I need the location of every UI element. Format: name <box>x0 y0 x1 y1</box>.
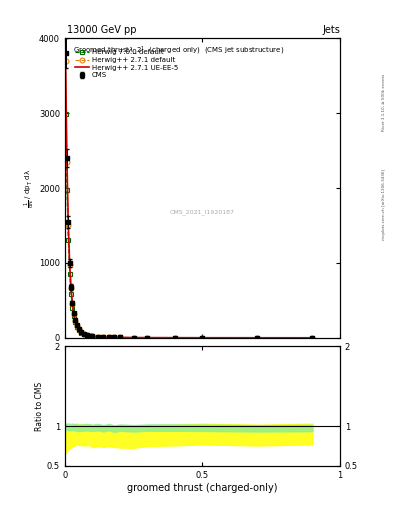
Herwig++ 2.7.1 default <box>310 335 315 341</box>
Herwig++ 2.7.1 default <box>66 222 71 228</box>
Herwig 7.0.0 default <box>173 335 177 341</box>
Herwig++ 2.7.1 UE-EE-5 <box>76 326 81 332</box>
Herwig++ 2.7.1 UE-EE-5 <box>173 335 177 341</box>
Herwig++ 2.7.1 default <box>82 331 86 337</box>
Herwig 7.0.0 default <box>87 333 92 339</box>
Herwig++ 2.7.1 default <box>63 58 68 64</box>
Herwig++ 2.7.1 default <box>79 329 84 335</box>
Herwig 7.0.0 default <box>76 327 81 333</box>
Herwig++ 2.7.1 UE-EE-5 <box>112 334 117 340</box>
Herwig++ 2.7.1 UE-EE-5 <box>82 331 86 337</box>
Herwig 7.0.0 default <box>107 334 111 340</box>
Herwig++ 2.7.1 UE-EE-5 <box>118 334 122 340</box>
Herwig++ 2.7.1 default <box>70 301 75 307</box>
Herwig 7.0.0 default <box>84 332 89 338</box>
Herwig++ 2.7.1 UE-EE-5 <box>87 333 92 339</box>
Herwig 7.0.0 default <box>90 333 95 339</box>
Herwig++ 2.7.1 UE-EE-5 <box>200 335 205 341</box>
Herwig++ 2.7.1 default <box>255 335 260 341</box>
Herwig++ 2.7.1 default <box>112 334 117 340</box>
Herwig 7.0.0 default <box>95 334 100 340</box>
Herwig 7.0.0 default <box>72 313 76 319</box>
Herwig 7.0.0 default <box>73 319 77 325</box>
Herwig++ 2.7.1 UE-EE-5 <box>107 334 111 340</box>
Text: Rivet 3.1.10, ≥ 500k events: Rivet 3.1.10, ≥ 500k events <box>382 74 386 131</box>
Herwig++ 2.7.1 default <box>76 326 81 332</box>
Herwig++ 2.7.1 default <box>118 334 122 340</box>
Legend: Herwig 7.0.0 default, Herwig++ 2.7.1 default, Herwig++ 2.7.1 UE-EE-5, CMS: Herwig 7.0.0 default, Herwig++ 2.7.1 def… <box>74 48 180 80</box>
Herwig 7.0.0 default <box>101 334 106 340</box>
Herwig++ 2.7.1 default <box>64 159 69 165</box>
Herwig++ 2.7.1 UE-EE-5 <box>131 334 136 340</box>
Herwig++ 2.7.1 default <box>84 332 89 338</box>
Herwig++ 2.7.1 UE-EE-5 <box>73 317 77 324</box>
Herwig++ 2.7.1 default <box>95 334 100 340</box>
Herwig++ 2.7.1 default <box>131 334 136 340</box>
Herwig++ 2.7.1 UE-EE-5 <box>84 332 89 338</box>
Text: mcplots.cern.ch [arXiv:1306.3436]: mcplots.cern.ch [arXiv:1306.3436] <box>382 169 386 240</box>
Herwig++ 2.7.1 UE-EE-5 <box>70 301 75 307</box>
Herwig 7.0.0 default <box>112 334 117 340</box>
Herwig++ 2.7.1 UE-EE-5 <box>255 335 260 341</box>
Herwig++ 2.7.1 default <box>87 333 92 339</box>
Herwig++ 2.7.1 UE-EE-5 <box>63 53 68 59</box>
Herwig++ 2.7.1 default <box>74 323 79 329</box>
Text: CMS_2021_I1920187: CMS_2021_I1920187 <box>170 209 235 215</box>
Herwig++ 2.7.1 UE-EE-5 <box>67 261 72 267</box>
Y-axis label: $\mathregular{\frac{1}{\mathrm{d}N}}$ / $\mathregular{\mathrm{d}p_T}$ $\mathregu: $\mathregular{\frac{1}{\mathrm{d}N}}$ / … <box>23 168 37 208</box>
Herwig 7.0.0 default <box>255 335 260 341</box>
Herwig++ 2.7.1 default <box>73 317 77 324</box>
Herwig++ 2.7.1 default <box>145 334 150 340</box>
Herwig 7.0.0 default <box>200 335 205 341</box>
Herwig++ 2.7.1 UE-EE-5 <box>64 157 69 163</box>
Text: 13000 GeV pp: 13000 GeV pp <box>67 25 136 35</box>
Line: Herwig 7.0.0 default: Herwig 7.0.0 default <box>63 112 315 340</box>
Line: Herwig++ 2.7.1 UE-EE-5: Herwig++ 2.7.1 UE-EE-5 <box>66 56 312 338</box>
Herwig++ 2.7.1 UE-EE-5 <box>101 334 106 340</box>
Herwig++ 2.7.1 default <box>67 262 72 268</box>
Herwig++ 2.7.1 default <box>101 334 106 340</box>
Herwig 7.0.0 default <box>67 271 72 277</box>
Herwig++ 2.7.1 UE-EE-5 <box>95 334 100 340</box>
Herwig 7.0.0 default <box>131 334 136 340</box>
Herwig 7.0.0 default <box>82 331 86 337</box>
Herwig++ 2.7.1 default <box>69 285 73 291</box>
Herwig 7.0.0 default <box>69 291 73 297</box>
Text: Groomed thrust$\lambda$_2$^1$  (charged only)  (CMS jet substructure): Groomed thrust$\lambda$_2$^1$ (charged o… <box>73 45 285 57</box>
Herwig++ 2.7.1 default <box>200 335 205 341</box>
Herwig++ 2.7.1 default <box>90 333 95 339</box>
Herwig 7.0.0 default <box>63 111 68 117</box>
Herwig++ 2.7.1 UE-EE-5 <box>79 329 84 335</box>
Herwig 7.0.0 default <box>79 330 84 336</box>
Herwig++ 2.7.1 UE-EE-5 <box>69 285 73 291</box>
Herwig++ 2.7.1 UE-EE-5 <box>310 335 315 341</box>
Herwig 7.0.0 default <box>66 238 71 244</box>
Herwig++ 2.7.1 UE-EE-5 <box>72 310 76 316</box>
Herwig++ 2.7.1 default <box>72 311 76 317</box>
Line: Herwig++ 2.7.1 default: Herwig++ 2.7.1 default <box>63 58 315 340</box>
Herwig++ 2.7.1 default <box>107 334 111 340</box>
Herwig 7.0.0 default <box>74 324 79 330</box>
Herwig 7.0.0 default <box>145 334 150 340</box>
Herwig++ 2.7.1 default <box>173 335 177 341</box>
Herwig++ 2.7.1 UE-EE-5 <box>90 333 95 339</box>
Herwig 7.0.0 default <box>118 334 122 340</box>
Y-axis label: Ratio to CMS: Ratio to CMS <box>35 381 44 431</box>
X-axis label: groomed thrust (charged-only): groomed thrust (charged-only) <box>127 482 277 493</box>
Herwig++ 2.7.1 UE-EE-5 <box>74 323 79 329</box>
Text: Jets: Jets <box>322 25 340 35</box>
Herwig 7.0.0 default <box>64 187 69 194</box>
Herwig 7.0.0 default <box>310 335 315 341</box>
Herwig++ 2.7.1 UE-EE-5 <box>145 334 150 340</box>
Herwig 7.0.0 default <box>70 305 75 311</box>
Herwig++ 2.7.1 UE-EE-5 <box>66 220 71 226</box>
